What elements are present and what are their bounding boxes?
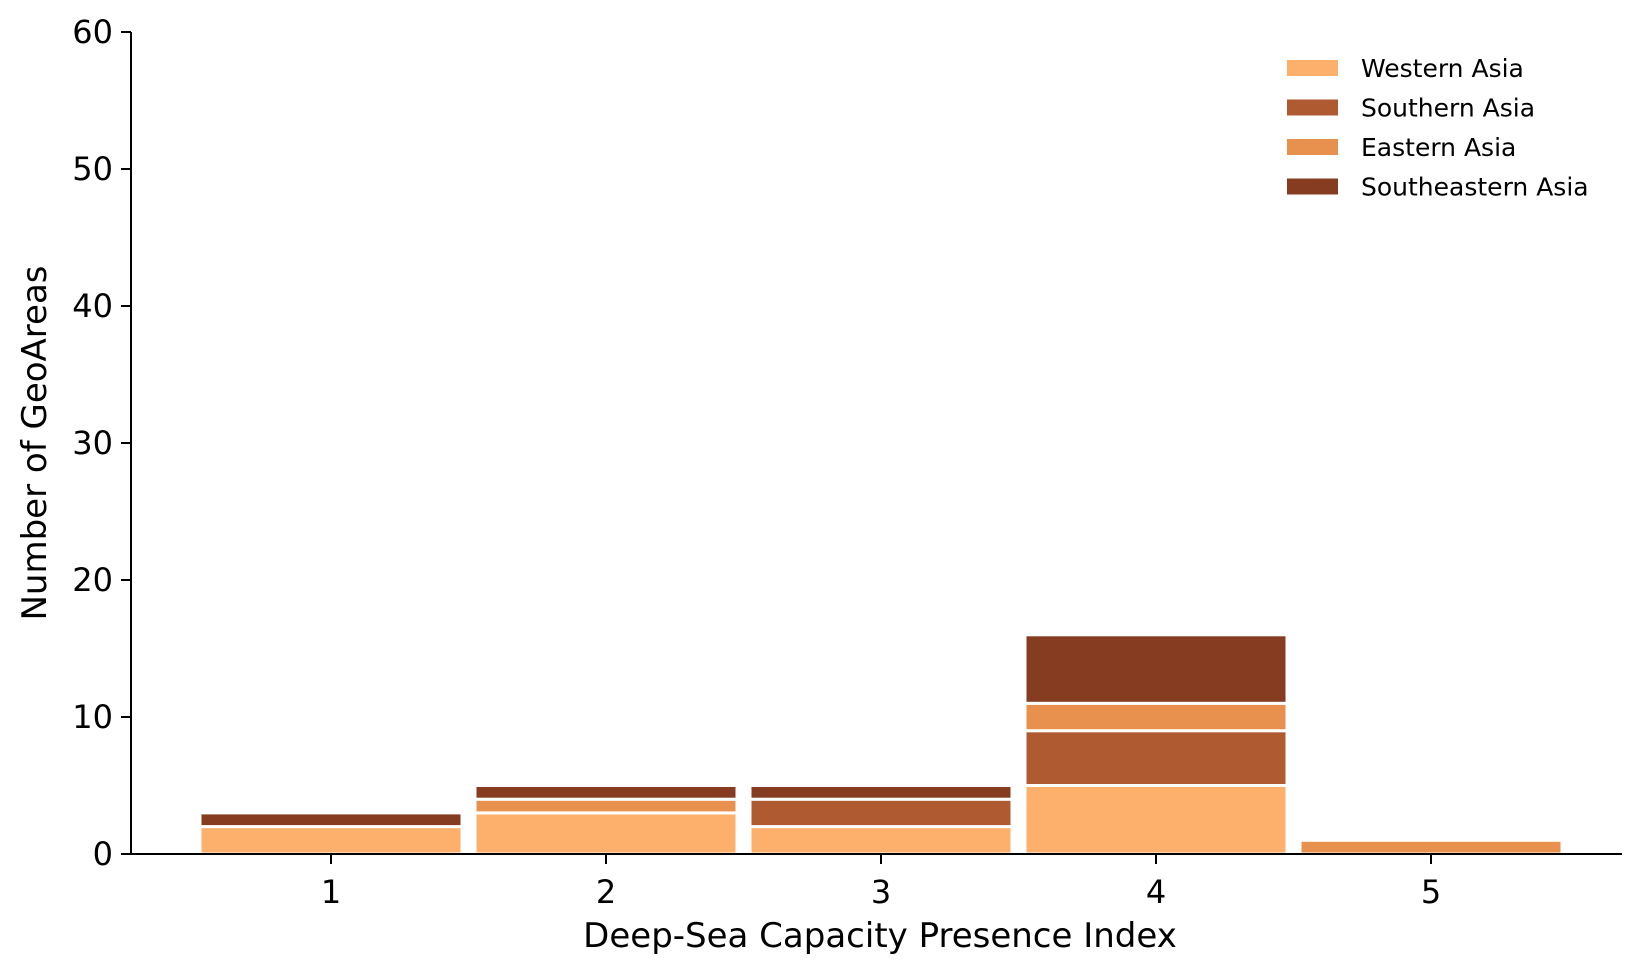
bars bbox=[198, 633, 1564, 856]
bar-southeastern-asia-1 bbox=[198, 811, 464, 829]
bar-southern-asia-3 bbox=[748, 797, 1014, 829]
bar-southern-asia-4 bbox=[1023, 729, 1289, 788]
y-tick-label: 0 bbox=[93, 835, 113, 873]
bar-western-asia-1 bbox=[198, 825, 464, 856]
bar-western-asia-3 bbox=[748, 825, 1014, 856]
legend: Western Asia Southern Asia Eastern Asia Sou… bbox=[1287, 54, 1589, 202]
x-tick-label: 5 bbox=[1421, 873, 1441, 911]
bar-southeastern-asia-3 bbox=[748, 784, 1014, 801]
bar-southeastern-asia-2 bbox=[473, 784, 739, 801]
x-tick-label: 3 bbox=[871, 873, 891, 911]
y-axis-title: Number of GeoAreas bbox=[15, 266, 55, 621]
x-tick-label: 2 bbox=[596, 873, 616, 911]
y-tick-label: 20 bbox=[72, 561, 113, 599]
legend-swatch-southeastern-asia bbox=[1287, 178, 1338, 195]
bar-western-asia-4 bbox=[1023, 784, 1289, 856]
bar-eastern-asia-2 bbox=[473, 797, 739, 815]
legend-label-southeastern-asia: Southeastern Asia bbox=[1361, 173, 1589, 202]
x-tick-label: 4 bbox=[1146, 873, 1166, 911]
y-tick-label: 10 bbox=[72, 698, 113, 736]
y-tick-label: 30 bbox=[72, 424, 113, 462]
bar-eastern-asia-4 bbox=[1023, 701, 1289, 733]
x-ticks: 1 2 3 4 5 bbox=[321, 854, 1441, 911]
legend-label-western-asia: Western Asia bbox=[1361, 54, 1524, 83]
legend-label-southern-asia: Southern Asia bbox=[1361, 94, 1535, 123]
bar-western-asia-2 bbox=[473, 811, 739, 856]
y-tick-label: 40 bbox=[72, 287, 113, 325]
x-tick-label: 1 bbox=[321, 873, 341, 911]
legend-swatch-western-asia bbox=[1287, 60, 1338, 76]
legend-swatch-southern-asia bbox=[1287, 99, 1338, 116]
legend-label-eastern-asia: Eastern Asia bbox=[1361, 133, 1516, 162]
bar-southeastern-asia-4 bbox=[1023, 633, 1289, 705]
y-tick-label: 50 bbox=[72, 150, 113, 188]
y-ticks: 0 10 20 30 40 50 60 bbox=[72, 13, 131, 873]
bar-eastern-asia-5 bbox=[1298, 838, 1564, 856]
legend-swatch-eastern-asia bbox=[1287, 139, 1338, 155]
y-tick-label: 60 bbox=[72, 13, 113, 51]
x-axis-title: Deep-Sea Capacity Presence Index bbox=[583, 916, 1177, 956]
